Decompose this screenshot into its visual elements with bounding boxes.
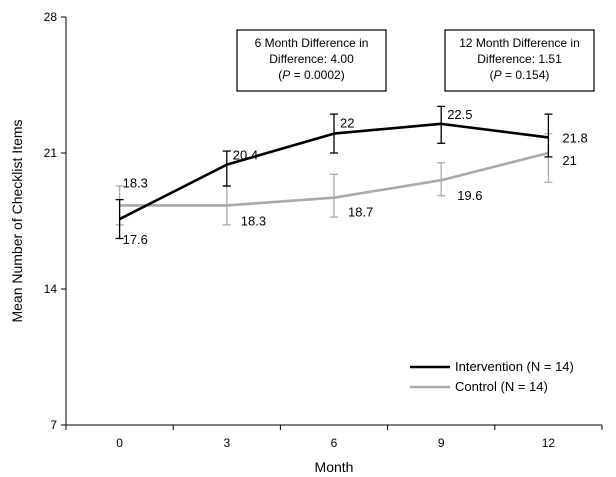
- data-label: 18.3: [241, 213, 266, 228]
- error-bar: [437, 105, 446, 144]
- y-tick-label: 7: [50, 418, 57, 432]
- x-tick-label: 6: [331, 436, 338, 450]
- series-intervention: [115, 105, 553, 240]
- data-label: 20.4: [233, 148, 258, 163]
- annotation-box: 6 Month Difference in Difference: 4.00 (P …: [236, 29, 387, 92]
- error-bar: [330, 113, 338, 154]
- y-tick-label: 21: [44, 146, 58, 160]
- y-tick-label: 28: [44, 10, 58, 24]
- data-label: 18.7: [348, 205, 373, 220]
- error-bar: [330, 173, 338, 218]
- legend-item: Control (N = 14): [410, 379, 548, 394]
- x-tick-label: 3: [223, 436, 230, 450]
- annotation-line: Difference: 4.00: [269, 52, 354, 66]
- error-bar: [437, 162, 446, 197]
- annotation-line: (P = 0.0002): [278, 68, 344, 82]
- legend-label: Control (N = 14): [455, 379, 548, 394]
- legend-label: Intervention (N = 14): [455, 359, 574, 374]
- axes: 7 14 21 28 0 3 6 9 12: [44, 10, 603, 450]
- y-tick-label: 14: [44, 282, 58, 296]
- annotation-line: 6 Month Difference in: [255, 36, 369, 50]
- data-label: 21: [562, 153, 576, 168]
- annotation-box: 12 Month Difference in Difference: 1.51 (P…: [444, 29, 595, 92]
- error-bar: [115, 198, 124, 240]
- x-axis-title: Month: [315, 459, 354, 475]
- y-axis-title: Mean Number of Checklist Items: [9, 119, 25, 322]
- legend: Intervention (N = 14) Control (N = 14): [410, 359, 574, 394]
- data-label: 17.6: [123, 232, 148, 247]
- annotation-line: 12 Month Difference in: [459, 36, 580, 50]
- data-label: 21.8: [562, 130, 587, 145]
- data-label: 19.6: [457, 188, 482, 203]
- x-tick-label: 0: [116, 436, 123, 450]
- x-tick-label: 12: [542, 436, 556, 450]
- data-label: 18.3: [123, 175, 148, 190]
- annotation-layer: 6 Month Difference in Difference: 4.00 (P …: [236, 29, 595, 92]
- annotation-line: (P = 0.154): [490, 68, 550, 82]
- legend-item: Intervention (N = 14): [410, 359, 574, 374]
- x-tick-label: 9: [438, 436, 445, 450]
- series-layer: 17.6 20.4 22 22.5 21.8 18.3 18.3 18.7 19.6 21: [115, 105, 588, 247]
- error-bar: [222, 150, 231, 187]
- data-label: 22: [340, 116, 354, 131]
- error-bar: [544, 113, 553, 158]
- data-label: 22.5: [447, 107, 472, 122]
- annotation-line: Difference: 1.51: [477, 52, 562, 66]
